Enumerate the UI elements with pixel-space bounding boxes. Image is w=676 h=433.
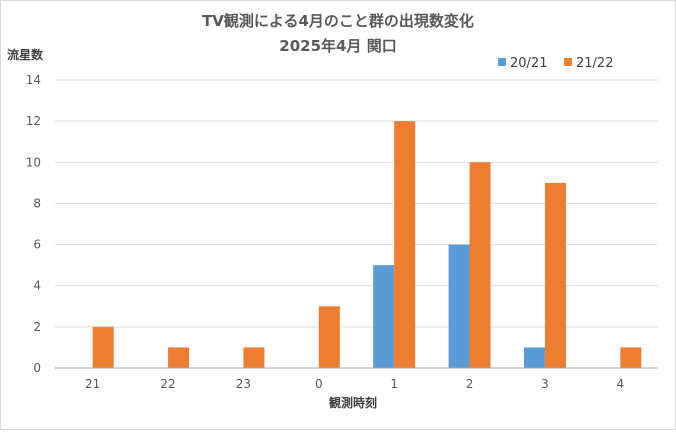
bar-21-22-4 — [620, 347, 642, 368]
x-tick-label: 22 — [160, 377, 175, 391]
x-tick-label: 23 — [236, 377, 251, 391]
legend-swatch — [498, 58, 506, 66]
y-axis-ticks: 0 2 4 6 8 10 12 14 — [26, 73, 41, 375]
legend: 20/21 21/22 — [498, 56, 613, 71]
bar-20-21-2 — [448, 244, 470, 368]
x-tick-label: 3 — [541, 377, 549, 391]
bar-21-22-1 — [394, 121, 416, 369]
y-axis-label: 流星数 — [7, 47, 44, 62]
y-tick-label: 2 — [33, 320, 41, 334]
bar-21-22-2 — [469, 162, 491, 368]
y-tick-label: 10 — [26, 155, 41, 169]
x-tick-label: 0 — [315, 377, 323, 391]
y-tick-label: 4 — [33, 279, 41, 293]
chart-subtitle: 2025年4月 関口 — [279, 37, 396, 55]
bar-21-22-0 — [318, 306, 340, 368]
legend-label: 20/21 — [510, 56, 547, 71]
gridlines — [55, 79, 658, 328]
x-axis-ticks: 21 22 23 0 1 2 3 4 — [85, 377, 624, 391]
chart-title: TV観測による4月のこと群の出現数変化 — [202, 12, 474, 30]
x-tick-label: 2 — [466, 377, 474, 391]
x-tick-label: 1 — [390, 377, 398, 391]
bar-21-22-21 — [92, 326, 114, 368]
x-tick-label: 4 — [616, 377, 624, 391]
bar-21-22-22 — [168, 347, 190, 368]
y-tick-label: 6 — [33, 238, 41, 252]
x-axis-label: 観測時刻 — [329, 395, 377, 410]
legend-label: 21/22 — [576, 56, 613, 71]
x-tick-label: 21 — [85, 377, 100, 391]
y-tick-label: 0 — [33, 361, 41, 375]
bar-21-22-23 — [243, 347, 265, 368]
bar-21-22-3 — [544, 182, 566, 368]
y-tick-label: 8 — [33, 196, 41, 210]
bar-20-21-3 — [523, 347, 545, 368]
y-tick-label: 14 — [26, 73, 41, 87]
y-tick-label: 12 — [26, 114, 41, 128]
bars — [92, 121, 642, 369]
legend-swatch — [564, 58, 572, 66]
bar-20-21-1 — [373, 265, 395, 368]
